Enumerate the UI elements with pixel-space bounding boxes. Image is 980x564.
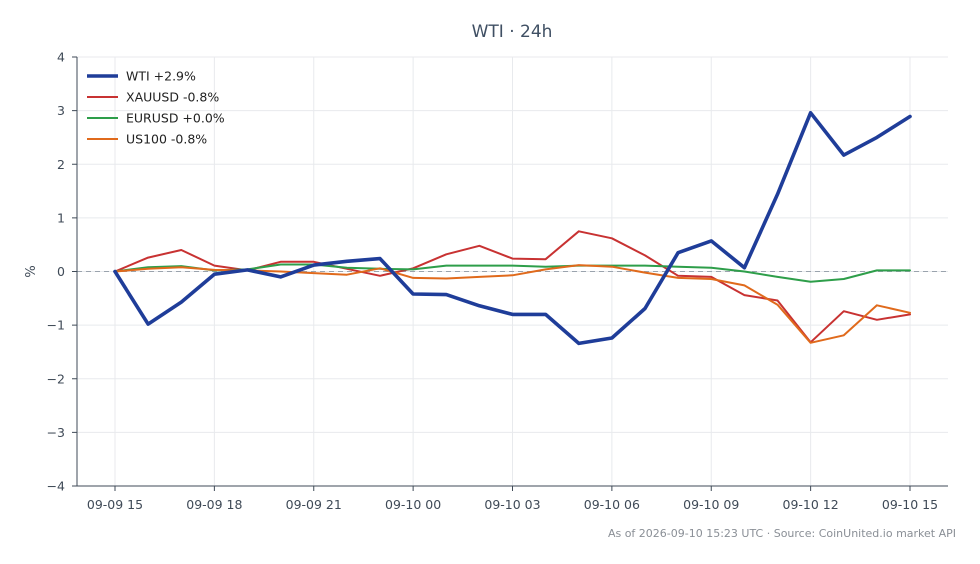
chart-title: WTI · 24h — [472, 22, 553, 42]
y-tick-label: 0 — [57, 264, 65, 279]
x-ticks: 09-09 15 09-09 18 09-09 21 09-10 00 09-10 03… — [87, 486, 938, 512]
legend-label: XAUUSD -0.8% — [126, 90, 219, 105]
legend-label: WTI +2.9% — [126, 69, 196, 84]
x-tick-label: 09-10 12 — [783, 497, 839, 512]
series-line-0 — [113, 111, 912, 346]
y-tick-label: −4 — [47, 479, 65, 494]
legend: WTI +2.9% XAUUSD -0.8% EURUSD +0.0% US100 -… — [87, 69, 225, 147]
y-tick-label: −1 — [47, 318, 65, 333]
y-tick-label: 1 — [57, 210, 65, 225]
x-tick-label: 09-10 15 — [882, 497, 938, 512]
legend-label: US100 -0.8% — [126, 132, 207, 147]
y-tick-label: 3 — [57, 103, 65, 118]
x-tick-label: 09-09 18 — [186, 497, 242, 512]
y-axis-label: % — [24, 265, 39, 277]
series-group — [113, 111, 912, 346]
y-ticks: −4 −3 −2 −1 0 1 2 3 4 — [47, 50, 77, 494]
y-tick-label: 2 — [57, 157, 65, 172]
y-tick-label: −3 — [47, 425, 65, 440]
x-tick-label: 09-09 15 — [87, 497, 143, 512]
y-tick-label: 4 — [57, 50, 65, 65]
x-tick-label: 09-10 00 — [385, 497, 441, 512]
x-tick-label: 09-10 09 — [683, 497, 739, 512]
x-tick-label: 09-09 21 — [286, 497, 342, 512]
y-tick-label: −2 — [47, 371, 65, 386]
legend-label: EURUSD +0.0% — [126, 111, 225, 126]
footer-source: As of 2026-09-10 15:23 UTC · Source: Coi… — [608, 527, 956, 540]
x-tick-label: 09-10 06 — [584, 497, 640, 512]
x-tick-label: 09-10 03 — [484, 497, 540, 512]
